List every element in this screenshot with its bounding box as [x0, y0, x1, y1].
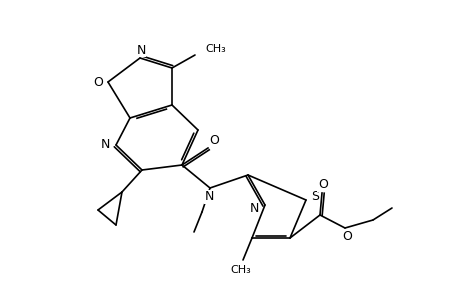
Text: N: N — [249, 202, 258, 215]
Text: O: O — [341, 230, 351, 242]
Text: N: N — [204, 190, 213, 203]
Text: N: N — [136, 44, 146, 56]
Text: S: S — [310, 190, 318, 202]
Text: N: N — [100, 139, 109, 152]
Text: CH₃: CH₃ — [230, 265, 251, 275]
Text: CH₃: CH₃ — [205, 44, 225, 54]
Text: O: O — [208, 134, 218, 146]
Text: O: O — [317, 178, 327, 191]
Text: O: O — [93, 76, 103, 89]
